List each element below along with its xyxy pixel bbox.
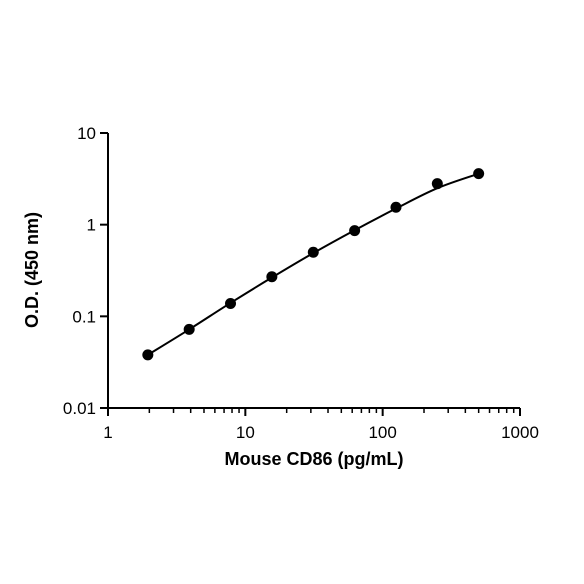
- data-point: [142, 349, 154, 361]
- y-tick-label: 0.01: [63, 399, 96, 418]
- x-axis-title: Mouse CD86 (pg/mL): [224, 449, 403, 469]
- data-point: [183, 323, 195, 335]
- data-point: [225, 298, 237, 310]
- y-tick-label: 10: [77, 124, 96, 143]
- y-axis-title: O.D. (450 nm): [22, 212, 42, 328]
- x-tick-label: 100: [368, 423, 396, 442]
- x-tick-label: 10: [236, 423, 255, 442]
- x-tick-label: 1: [103, 423, 112, 442]
- y-tick-label: 1: [87, 216, 96, 235]
- fit-curve: [147, 172, 479, 356]
- data-point: [266, 271, 278, 283]
- y-tick-label: 0.1: [72, 307, 96, 326]
- data-point: [431, 178, 443, 190]
- data-point: [307, 246, 319, 258]
- data-point: [349, 225, 361, 237]
- x-tick-label: 1000: [501, 423, 539, 442]
- data-point: [473, 168, 485, 180]
- data-point: [390, 201, 402, 213]
